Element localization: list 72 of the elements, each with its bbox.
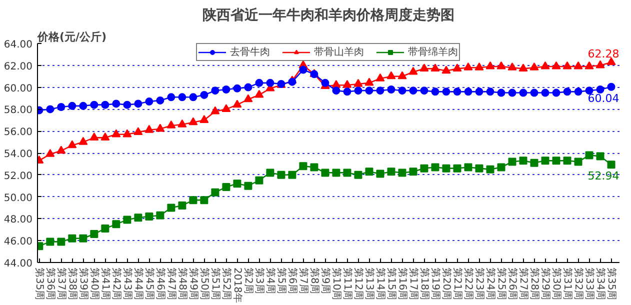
x-tick-label: 2018年 xyxy=(232,268,244,303)
x-tick-label: 第19周 xyxy=(430,268,442,300)
x-tick-label: 第12周 xyxy=(352,268,365,300)
x-tick-label: 第11周 xyxy=(342,268,354,300)
x-tick-label: 第18周 xyxy=(418,268,431,300)
x-tick-label: 第5周 xyxy=(276,268,288,294)
y-tick-label: 46.00 xyxy=(4,236,33,248)
x-tick-label: 第36周 xyxy=(44,268,57,300)
x-tick-label: 第33周 xyxy=(584,268,596,300)
x-tick-label: 第6周 xyxy=(286,268,299,294)
x-tick-label: 第44周 xyxy=(132,268,145,300)
x-tick-label: 第49周 xyxy=(188,268,200,300)
x-tick-label: 第16周 xyxy=(396,268,409,300)
x-tick-label: 第22周 xyxy=(462,268,475,300)
x-tick-label: 第4周 xyxy=(264,268,277,294)
x-tick-label: 第40周 xyxy=(88,268,101,300)
x-tick-label: 第34周 xyxy=(594,268,607,300)
x-tick-label: 第31周 xyxy=(562,268,574,300)
x-tick-label: 第38周 xyxy=(66,268,79,300)
x-tick-label: 第2周 xyxy=(242,268,255,294)
data-label: 62.28 xyxy=(588,47,620,60)
legend-label: 去骨牛肉 xyxy=(230,46,270,59)
chart-title: 陕西省近一年牛肉和羊肉价格周度走势图 xyxy=(202,6,454,24)
x-tick-label: 第47周 xyxy=(166,268,178,300)
x-tick-label: 第8周 xyxy=(308,268,321,294)
x-tick-label: 第13周 xyxy=(364,268,376,300)
x-tick-label: 第32周 xyxy=(572,268,585,300)
y-tick-label: 56.00 xyxy=(4,127,33,138)
data-label: 52.94 xyxy=(588,170,620,183)
x-tick-label: 第48周 xyxy=(176,268,189,300)
x-tick-label: 第46周 xyxy=(154,268,167,300)
x-tick-label: 第27周 xyxy=(518,268,530,300)
x-tick-label: 第43周 xyxy=(122,268,134,300)
x-tick-label: 第23周 xyxy=(474,268,486,300)
x-tick-label: 第15周 xyxy=(386,268,398,300)
x-tick-label: 第28周 xyxy=(528,268,541,300)
x-tick-label: 第20周 xyxy=(440,268,453,300)
y-tick-label: 54.00 xyxy=(4,149,33,160)
x-tick-label: 第35周 xyxy=(606,268,618,300)
x-tick-label: 第30周 xyxy=(550,268,563,300)
legend-label: 带骨山羊肉 xyxy=(314,46,364,59)
x-tick-label: 第17周 xyxy=(408,268,420,300)
y-tick-label: 44.00 xyxy=(4,258,33,270)
y-tick-label: 58.00 xyxy=(4,105,33,116)
y-tick-label: 64.00 xyxy=(4,40,33,50)
x-tick-label: 第29周 xyxy=(540,268,552,300)
x-tick-label: 第24周 xyxy=(484,268,497,300)
legend-label: 带骨绵羊肉 xyxy=(408,46,458,59)
x-tick-label: 第3周 xyxy=(254,268,266,294)
x-tick-label: 第21周 xyxy=(452,268,464,300)
x-tick-label: 第41周 xyxy=(100,268,112,300)
x-tick-label: 第35周 xyxy=(34,268,46,300)
data-label: 60.04 xyxy=(588,92,620,105)
x-tick-label: 第51周 xyxy=(210,268,222,300)
x-tick-label: 第7周 xyxy=(298,268,310,294)
y-tick-label: 48.00 xyxy=(4,214,33,226)
x-tick-label: 第42周 xyxy=(110,268,123,300)
x-tick-label: 第50周 xyxy=(198,268,211,300)
y-tick-label: 60.00 xyxy=(4,83,33,94)
y-tick-label: 62.00 xyxy=(4,61,33,72)
y-tick-label: 50.00 xyxy=(4,192,33,204)
x-tick-label: 第39周 xyxy=(78,268,90,300)
x-tick-label: 第52周 xyxy=(220,268,233,300)
x-tick-label: 第45周 xyxy=(144,268,156,300)
y-axis-title: 价格(元/公斤) xyxy=(36,30,107,44)
x-tick-label: 第25周 xyxy=(496,268,508,300)
x-tick-label: 第9周 xyxy=(320,268,332,294)
x-tick-label: 第26周 xyxy=(506,268,519,300)
x-tick-label: 第37周 xyxy=(56,268,68,300)
x-tick-label: 第10周 xyxy=(330,268,343,300)
x-tick-label: 第14周 xyxy=(374,268,387,300)
y-tick-label: 52.00 xyxy=(4,170,33,182)
